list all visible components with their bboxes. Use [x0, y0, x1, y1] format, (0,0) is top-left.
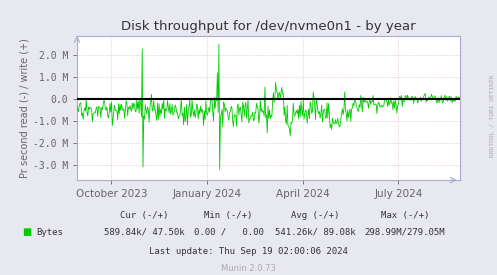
Text: Munin 2.0.73: Munin 2.0.73	[221, 265, 276, 273]
Text: Avg (-/+): Avg (-/+)	[291, 211, 340, 220]
Title: Disk throughput for /dev/nvme0n1 - by year: Disk throughput for /dev/nvme0n1 - by ye…	[121, 20, 415, 33]
Text: 0.00 /   0.00: 0.00 / 0.00	[194, 228, 263, 237]
Text: ■: ■	[22, 227, 32, 237]
Text: 298.99M/279.05M: 298.99M/279.05M	[365, 228, 445, 237]
Text: 589.84k/ 47.50k: 589.84k/ 47.50k	[104, 228, 184, 237]
Text: Cur (-/+): Cur (-/+)	[120, 211, 168, 220]
Text: Last update: Thu Sep 19 02:00:06 2024: Last update: Thu Sep 19 02:00:06 2024	[149, 247, 348, 256]
Text: Bytes: Bytes	[36, 228, 63, 237]
Y-axis label: Pr second read (-) / write (+): Pr second read (-) / write (+)	[20, 38, 30, 178]
Text: Max (-/+): Max (-/+)	[381, 211, 429, 220]
Text: 541.26k/ 89.08k: 541.26k/ 89.08k	[275, 228, 356, 237]
Text: Min (-/+): Min (-/+)	[204, 211, 253, 220]
Text: RRDTOOL / TOBI OETIKER: RRDTOOL / TOBI OETIKER	[490, 74, 495, 157]
